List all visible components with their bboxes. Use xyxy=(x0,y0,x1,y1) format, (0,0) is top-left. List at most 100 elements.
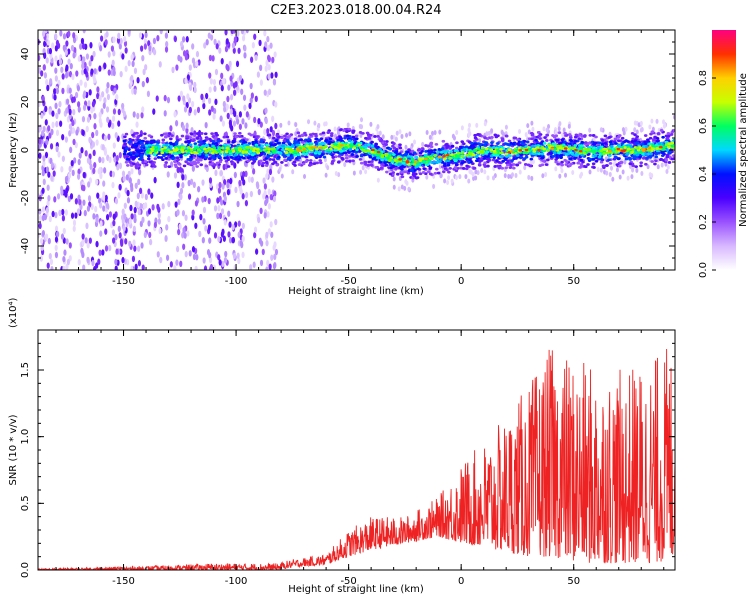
heatmap-cell xyxy=(155,95,159,102)
heatmap-cell xyxy=(86,157,91,164)
heatmap-cell xyxy=(643,140,647,144)
heatmap-cell xyxy=(397,186,401,192)
heatmap-cell xyxy=(245,30,249,34)
heatmap-cell xyxy=(558,173,562,179)
heatmap-cell xyxy=(121,133,125,140)
heatmap-cell xyxy=(270,254,274,261)
heatmap-cell xyxy=(67,58,71,65)
heatmap-cell xyxy=(212,78,217,86)
heatmap-cell xyxy=(65,107,69,114)
heatmap-cell xyxy=(442,162,447,166)
heatmap-cell xyxy=(354,134,359,138)
heatmap-cell xyxy=(196,106,201,114)
heatmap-cell xyxy=(189,161,194,164)
heatmap-cell xyxy=(70,44,75,52)
heatmap-cell xyxy=(204,121,208,129)
heatmap-cell xyxy=(241,222,245,230)
heatmap-cell xyxy=(540,163,545,167)
heatmap-cell xyxy=(98,95,102,102)
heatmap-cell xyxy=(162,154,166,158)
heatmap-cell xyxy=(657,127,661,133)
heatmap-cell xyxy=(345,130,349,134)
heatmap-cell xyxy=(96,86,100,93)
heatmap-cell xyxy=(252,133,256,137)
heatmap-cell xyxy=(594,135,598,139)
heatmap-cell xyxy=(414,155,419,159)
heatmap-cell xyxy=(178,166,183,173)
heatmap-cell xyxy=(145,76,149,84)
heatmap-cell xyxy=(156,251,160,258)
heatmap-cell xyxy=(273,253,277,261)
heatmap-cell xyxy=(55,120,59,128)
heatmap-cell xyxy=(224,250,228,258)
heatmap-cell xyxy=(475,122,479,128)
heatmap-cell xyxy=(308,133,313,137)
heatmap-cell xyxy=(250,56,254,63)
heatmap-cell xyxy=(343,151,348,155)
heatmap-cell xyxy=(202,257,206,264)
heatmap-cell xyxy=(260,144,265,148)
heatmap-cell xyxy=(432,183,436,189)
heatmap-cell xyxy=(234,186,238,194)
heatmap-cell xyxy=(243,104,247,111)
heatmap-cell xyxy=(178,153,183,157)
heatmap-cell xyxy=(245,143,250,147)
heatmap-cell xyxy=(630,131,635,135)
heatmap-cell xyxy=(215,143,219,147)
heatmap-cell xyxy=(133,88,137,95)
heatmap-cell xyxy=(171,66,175,74)
heatmap-cell xyxy=(398,143,402,147)
heatmap-cell xyxy=(446,163,451,167)
heatmap-cell xyxy=(79,43,83,50)
heatmap-cell xyxy=(303,174,307,180)
heatmap-cell xyxy=(233,153,238,157)
heatmap-cell xyxy=(336,160,341,164)
heatmap-cell xyxy=(611,176,615,182)
heatmap-cell xyxy=(54,102,58,110)
heatmap-cell xyxy=(211,55,215,62)
heatmap-cell xyxy=(95,178,99,186)
heatmap-cell xyxy=(122,225,126,232)
heatmap-cell xyxy=(121,208,125,215)
heatmap-cell xyxy=(124,47,128,54)
heatmap-cell xyxy=(147,143,152,147)
heatmap-cell xyxy=(447,175,451,181)
heatmap-cell xyxy=(134,263,138,270)
heatmap-cell xyxy=(198,230,202,238)
heatmap-cell xyxy=(617,145,622,148)
heatmap-cell xyxy=(560,160,564,164)
heatmap-cell xyxy=(107,121,112,128)
heatmap-cell xyxy=(314,150,319,154)
heatmap-cell xyxy=(103,134,107,142)
heatmap-cell xyxy=(67,30,71,38)
heatmap-cell xyxy=(101,249,105,256)
heatmap-cell xyxy=(323,157,327,163)
heatmap-cell xyxy=(213,232,218,239)
heatmap-cell xyxy=(639,161,643,165)
heatmap-cell xyxy=(269,221,273,228)
heatmap-cell xyxy=(227,231,231,238)
heatmap-cell xyxy=(280,173,284,179)
heatmap-cell xyxy=(659,128,664,132)
heatmap-cell xyxy=(119,37,123,45)
heatmap-cell xyxy=(549,152,554,155)
heatmap-cell xyxy=(232,252,237,260)
heatmap-cell xyxy=(618,174,622,180)
heatmap-cell xyxy=(187,179,191,187)
heatmap-cell xyxy=(253,231,257,239)
heatmap-cell xyxy=(124,132,129,136)
heatmap-cell xyxy=(48,108,52,115)
heatmap-cell xyxy=(65,40,69,47)
heatmap-cell xyxy=(252,168,256,175)
heatmap-cell xyxy=(613,155,618,159)
heatmap-cell xyxy=(232,30,236,34)
heatmap-cell xyxy=(526,123,530,129)
heatmap-cell xyxy=(307,119,311,125)
heatmap-cell xyxy=(54,75,58,82)
heatmap-cell xyxy=(96,92,100,100)
heatmap-cell xyxy=(271,115,275,122)
heatmap-cell xyxy=(560,163,565,167)
heatmap-cell xyxy=(76,208,81,215)
heatmap-cell xyxy=(272,136,276,140)
